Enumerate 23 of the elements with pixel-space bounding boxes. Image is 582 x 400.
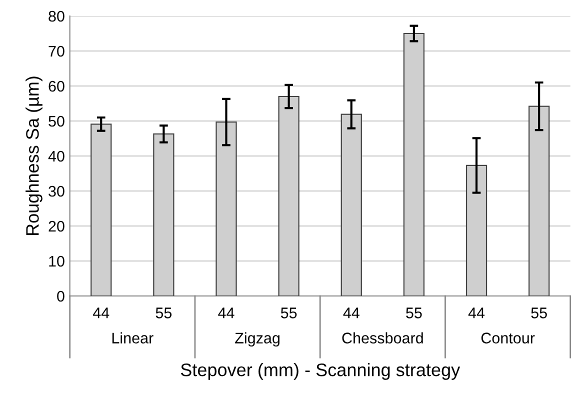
y-tick-label: 10 [49, 256, 64, 267]
x-tick-label: 44 [343, 308, 360, 318]
x-axis-title: Stepover (mm) - Scanning strategy [180, 363, 460, 380]
x-tick-label: 55 [156, 308, 172, 318]
y-axis-title: Roughness Sa (µm) [26, 76, 42, 235]
x-tick-label: 44 [468, 308, 485, 318]
y-tick-label: 50 [48, 116, 64, 127]
y-tick-label: 70 [48, 46, 64, 57]
y-tick-label: 80 [48, 10, 64, 22]
y-tick-label: 30 [48, 186, 64, 197]
text: Contour [481, 332, 535, 344]
x-tick-label: 55 [406, 308, 422, 318]
y-tick-label: 40 [48, 150, 64, 162]
y-tick-label: 20 [48, 220, 64, 232]
y-tick-label: 0 [57, 290, 64, 302]
text: Zigzag [235, 332, 280, 347]
text: Chessboard [342, 332, 423, 344]
text: Linear [112, 332, 154, 344]
x-tick-label: 44 [218, 308, 234, 318]
y-tick-label: 60 [48, 80, 64, 92]
x-tick-label: 44 [92, 308, 110, 318]
x-tick-label: 55 [531, 308, 547, 318]
x-tick-label: 55 [280, 308, 297, 318]
